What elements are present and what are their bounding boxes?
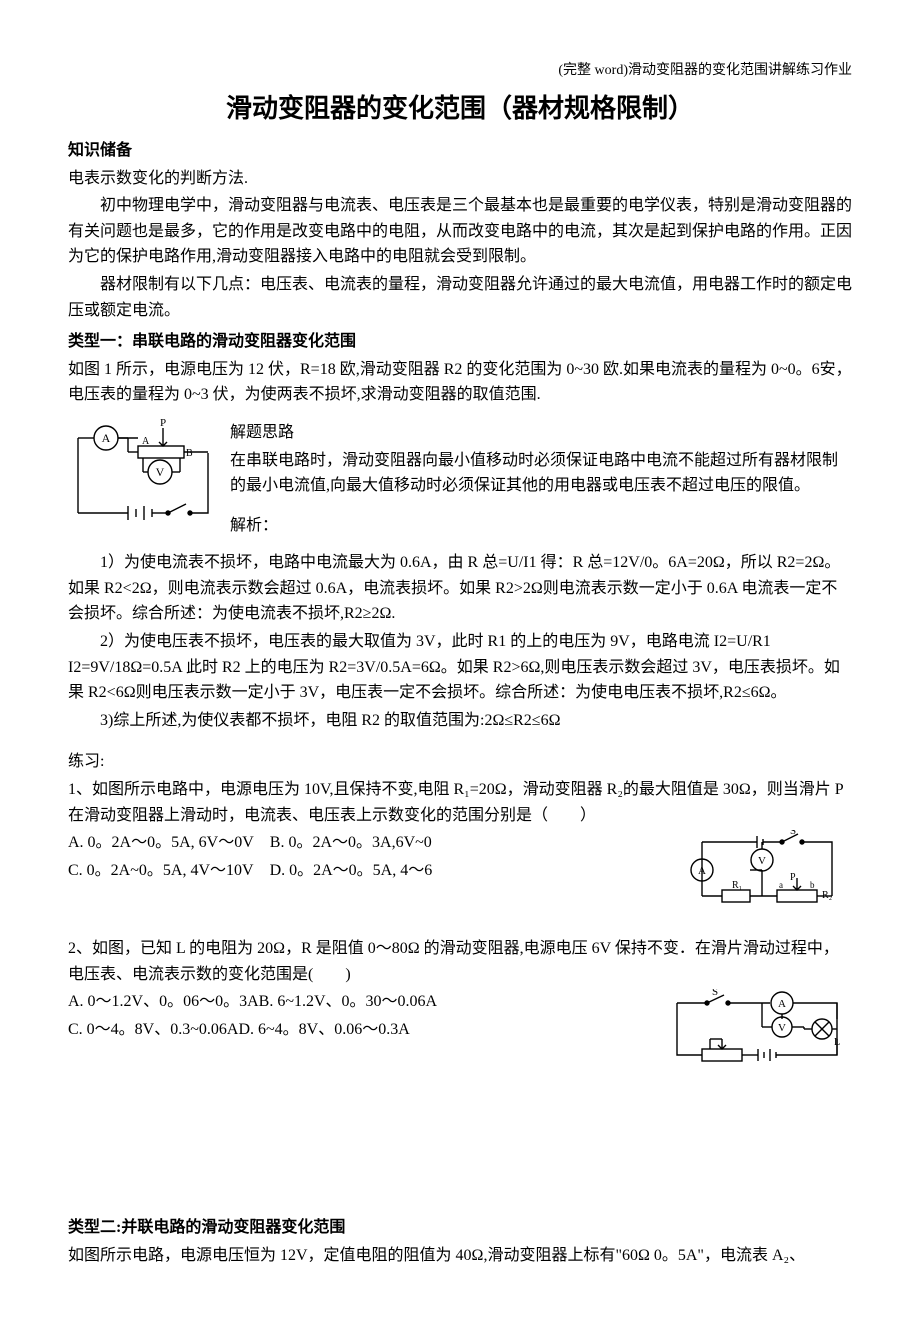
- practice-q1: 1、如图所示电路中，电源电压为 10V,且保持不变,电阻 R₁=20Ω，滑动变阻…: [68, 777, 852, 828]
- circuit-diagram-2: S A R₁ R₂ a b P: [682, 830, 852, 910]
- q1-opt-c: C. 0。2A~0。5A, 4V～10V: [68, 862, 254, 879]
- svg-text:A: A: [142, 436, 150, 447]
- analysis-label: 解析：: [230, 513, 852, 539]
- knowledge-p1: 电表示数变化的判断方法.: [68, 166, 852, 192]
- q1-opt-a: A. 0。2A～0。5A, 6V～0V: [68, 834, 254, 851]
- page-title: 滑动变阻器的变化范围（器材规格限制）: [68, 88, 852, 130]
- svg-text:R₁: R₁: [732, 880, 742, 891]
- svg-text:A: A: [778, 998, 786, 1010]
- svg-text:A: A: [698, 865, 706, 877]
- knowledge-p2: 初中物理电学中，滑动变阻器与电流表、电压表是三个最基本也是最重要的电学仪表，特别…: [68, 193, 852, 270]
- svg-text:V: V: [758, 855, 766, 867]
- svg-text:S: S: [790, 830, 796, 837]
- q2-opt-b: B. 6~1.2V、0。30～0.06A: [259, 993, 437, 1010]
- section-knowledge-head: 知识储备: [68, 138, 852, 164]
- circuit-diagram-3: S A L V: [662, 989, 852, 1069]
- type2-head: 类型二:并联电路的滑动变阻器变化范围: [68, 1215, 852, 1241]
- type1-p1: 如图 1 所示，电源电压为 12 伏，R=18 欧,滑动变阻器 R2 的变化范围…: [68, 357, 852, 408]
- practice-q2-block: S A L V: [68, 989, 852, 1069]
- svg-text:b: b: [810, 880, 815, 890]
- circuit-diagram-1: A P A B V: [68, 418, 218, 528]
- type2-p1: 如图所示电路，电源电压恒为 12V，定值电阻的阻值为 40Ω,滑动变阻器上标有"…: [68, 1243, 852, 1269]
- svg-text:B: B: [186, 448, 193, 459]
- svg-text:V: V: [156, 465, 165, 479]
- analysis-1: 1）为使电流表不损坏，电路中电流最大为 0.6A，由 R 总=U/I1 得：R …: [68, 550, 852, 627]
- svg-text:A: A: [102, 431, 111, 445]
- practice-q1-block: S A R₁ R₂ a b P: [68, 830, 852, 910]
- svg-text:S: S: [712, 989, 718, 998]
- q1-opt-b: B. 0。2A～0。3A,6V~0: [270, 834, 432, 851]
- knowledge-p3: 器材限制有以下几点：电压表、电流表的量程，滑动变阻器允许通过的最大电流值，用电器…: [68, 272, 852, 323]
- think-text: 在串联电路时，滑动变阻器向最小值移动时必须保证电路中电流不能超过所有器材限制的最…: [230, 448, 852, 499]
- q1-opt-d: D. 0。2A～0。5A, 4～6: [270, 862, 433, 879]
- q2-opt-c: C. 0～4。8V、0.3~0.06A: [68, 1021, 238, 1038]
- type1-figure-row: A P A B V: [68, 418, 852, 540]
- practice-q2: 2、如图，已知 L 的电阻为 20Ω，R 是阻值 0～80Ω 的滑动变阻器,电源…: [68, 936, 852, 987]
- q2-opt-a: A. 0～1.2V、0。06～0。3A: [68, 993, 259, 1010]
- type1-head: 类型一：串联电路的滑动变阻器变化范围: [68, 329, 852, 355]
- svg-text:P: P: [160, 418, 166, 429]
- think-label: 解题思路: [230, 420, 852, 446]
- svg-text:P: P: [790, 872, 796, 883]
- svg-text:V: V: [778, 1022, 786, 1034]
- practice-head: 练习:: [68, 749, 852, 775]
- header-note: (完整 word)滑动变阻器的变化范围讲解练习作业: [68, 60, 852, 82]
- analysis-3: 3)综上所述,为使仪表都不损坏，电阻 R2 的取值范围为:2Ω≤R2≤6Ω: [68, 708, 852, 734]
- svg-text:a: a: [779, 880, 783, 890]
- analysis-2: 2）为使电压表不损坏，电压表的最大取值为 3V，此时 R1 的上的电压为 9V，…: [68, 629, 852, 706]
- q2-opt-d: D. 6~4。8V、0.06～0.3A: [238, 1021, 409, 1038]
